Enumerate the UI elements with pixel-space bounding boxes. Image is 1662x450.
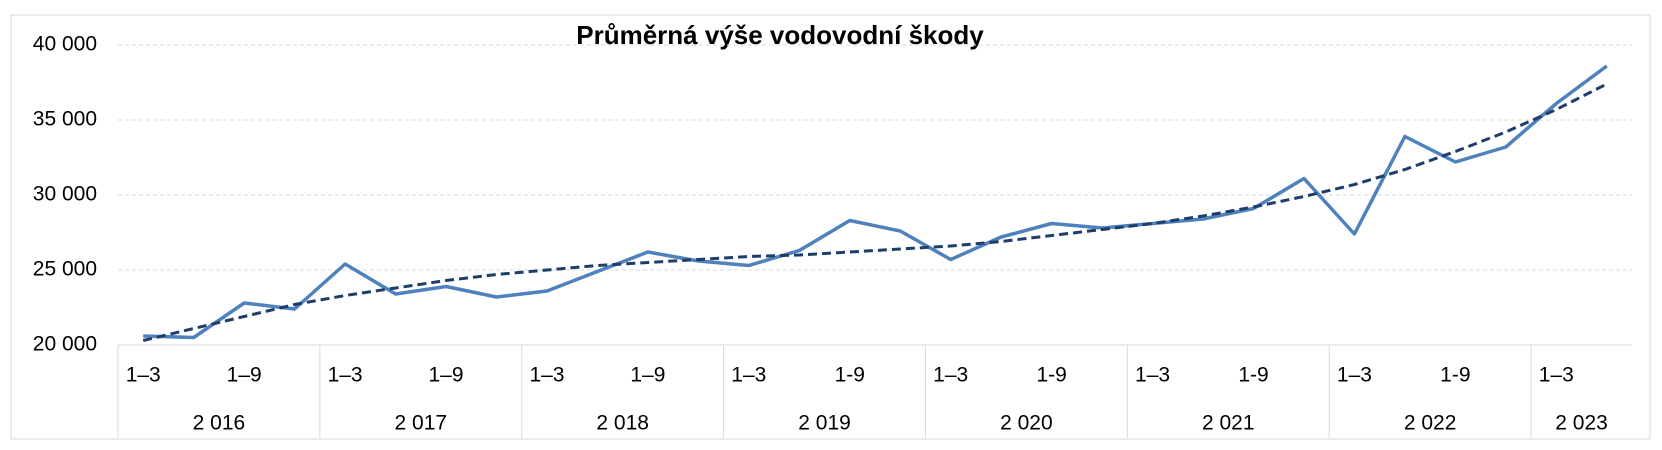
- x-group-label: 2 016: [193, 412, 246, 435]
- y-tick-label: 35 000: [33, 108, 97, 131]
- x-tick-label: 1-9: [1238, 364, 1268, 387]
- x-tick-label: 1–9: [227, 364, 262, 387]
- y-tick-label: 30 000: [33, 183, 97, 206]
- x-group-label: 2 023: [1555, 412, 1608, 435]
- x-group-label: 2 021: [1202, 412, 1255, 435]
- x-group-label: 2 022: [1404, 412, 1457, 435]
- x-tick-label: 1–9: [429, 364, 464, 387]
- y-tick-label: 25 000: [33, 258, 97, 281]
- chart-border: [10, 14, 1651, 440]
- trend-line: [142, 82, 1608, 342]
- x-tick-label: 1–3: [933, 364, 968, 387]
- x-tick-label: 1–3: [1337, 364, 1372, 387]
- x-tick-label: 1–3: [1135, 364, 1170, 387]
- x-tick-label: 1–3: [529, 364, 564, 387]
- x-tick-label: 1-9: [835, 364, 865, 387]
- x-tick-label: 1–3: [328, 364, 363, 387]
- y-tick-label: 40 000: [33, 33, 97, 56]
- x-tick-label: 1-9: [1036, 364, 1066, 387]
- x-group-label: 2 017: [395, 412, 448, 435]
- x-tick-label: 1–9: [630, 364, 665, 387]
- x-group-label: 2 019: [798, 412, 851, 435]
- x-tick-label: 1–3: [1539, 364, 1574, 387]
- x-tick-label: 1–3: [731, 364, 766, 387]
- x-tick-label: 1–3: [126, 364, 161, 387]
- series-line: [143, 64, 1608, 340]
- x-group-label: 2 020: [1000, 412, 1053, 435]
- x-tick-label: 1-9: [1440, 364, 1470, 387]
- x-group-label: 2 018: [596, 412, 649, 435]
- y-tick-label: 20 000: [33, 333, 97, 356]
